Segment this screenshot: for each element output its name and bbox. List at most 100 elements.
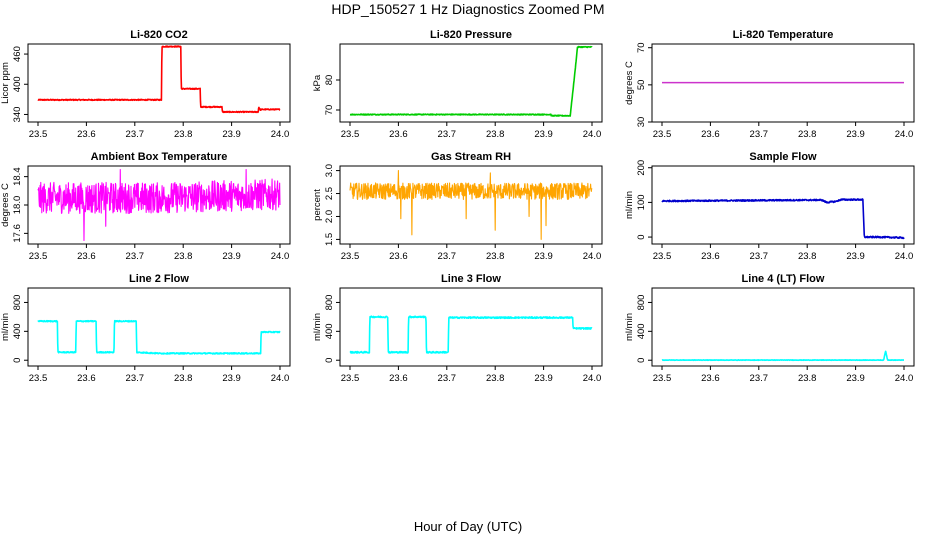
y-axis-label: ml/min [624,191,635,219]
panel-3: Ambient Box Temperature degrees C 23.5 23.6… [0,151,291,262]
x-tick-label: 24.0 [271,373,290,384]
panel-title: Li-820 CO2 [130,29,187,41]
y-axis-label: degrees C [624,61,635,105]
panel-title: Line 3 Flow [441,273,501,285]
y-tick-label: 70 [636,42,647,53]
panel-7: Line 3 Flow ml/min 23.5 23.6 23.7 23.8 23.9 24.… [312,273,603,384]
series-line [661,350,905,362]
y-axis-label: ml/min [312,313,323,341]
x-tick-label: 23.5 [29,251,48,262]
y-axis-label: percent [312,189,323,221]
x-tick-label: 23.9 [534,251,553,262]
y-tick-label: 2.5 [324,187,335,200]
y-tick-label: 400 [324,323,335,339]
panel-title: Line 4 (LT) Flow [742,273,825,285]
x-tick-label: 23.6 [77,129,96,140]
y-tick-label: 30 [636,117,647,128]
y-axis-label: ml/min [0,313,11,341]
x-tick-label: 23.7 [126,251,145,262]
x-tick-label: 24.0 [895,129,914,140]
y-tick-label: 800 [324,295,335,311]
y-tick-label: 800 [12,295,23,311]
figure-xlabel: Hour of Day (UTC) [414,519,522,534]
y-axis-label: kPa [312,74,323,91]
y-axis-label: ml/min [624,313,635,341]
x-tick-label: 23.5 [653,373,672,384]
y-tick-label: 70 [324,105,335,116]
x-tick-label: 23.7 [438,373,457,384]
y-tick-label: 340 [12,107,23,123]
y-tick-label: 80 [324,75,335,86]
x-tick-label: 23.9 [846,129,865,140]
panel-title: Gas Stream RH [431,151,511,163]
x-tick-label: 23.9 [222,373,241,384]
series-line [37,45,281,114]
y-tick-label: 2.0 [324,210,335,223]
x-tick-label: 23.5 [341,251,360,262]
panel-title: Li-820 Temperature [733,29,834,41]
y-tick-label: 400 [636,323,647,339]
x-tick-label: 23.8 [174,251,193,262]
y-tick-label: 0 [636,234,647,239]
y-tick-label: 50 [636,80,647,91]
series-line [349,315,593,354]
y-tick-label: 400 [12,323,23,339]
y-tick-label: 100 [636,194,647,210]
plot-frame [339,165,603,245]
panel-title: Ambient Box Temperature [91,151,228,163]
x-tick-label: 23.9 [222,129,241,140]
y-tick-label: 0 [12,358,23,363]
y-tick-label: 400 [12,76,23,92]
x-tick-label: 23.7 [750,129,769,140]
x-tick-label: 23.8 [174,373,193,384]
panel-title: Sample Flow [749,151,817,163]
series-line [661,198,905,240]
x-tick-label: 23.5 [29,129,48,140]
x-tick-label: 23.6 [389,129,408,140]
x-tick-label: 23.5 [341,373,360,384]
y-axis-label: degrees C [0,183,11,227]
x-tick-label: 23.7 [750,251,769,262]
x-tick-label: 24.0 [583,129,602,140]
y-tick-label: 18.0 [12,196,23,215]
series-line [349,170,593,240]
x-tick-label: 23.6 [77,373,96,384]
x-tick-label: 23.6 [701,251,720,262]
x-tick-label: 23.5 [341,129,360,140]
x-tick-label: 23.8 [486,251,505,262]
figure-title: HDP_150527 1 Hz Diagnostics Zoomed PM [331,1,604,17]
y-axis-label: Licor ppm [0,62,11,104]
y-tick-label: 17.6 [12,224,23,243]
x-tick-label: 23.8 [486,373,505,384]
panel-2: Li-820 Temperature degrees C 23.5 23.6 23.7 2… [624,29,915,140]
x-tick-label: 23.5 [653,251,672,262]
x-tick-label: 23.9 [534,129,553,140]
x-tick-label: 24.0 [895,373,914,384]
x-tick-label: 24.0 [583,251,602,262]
x-tick-label: 23.9 [222,251,241,262]
plot-frame [27,43,291,123]
series-line [37,319,281,355]
x-tick-label: 23.6 [389,251,408,262]
x-tick-label: 23.9 [846,373,865,384]
x-tick-label: 24.0 [271,251,290,262]
y-tick-label: 18.4 [12,167,23,186]
y-tick-label: 3.0 [324,164,335,177]
series-line [349,45,593,117]
plot-frame [651,165,915,245]
x-tick-label: 23.9 [846,251,865,262]
x-tick-label: 23.7 [438,251,457,262]
panel-8: Line 4 (LT) Flow ml/min 23.5 23.6 23.7 23.8 23… [624,273,915,384]
y-tick-label: 0 [636,358,647,363]
plot-frame [651,43,915,123]
x-tick-label: 23.7 [126,129,145,140]
x-tick-label: 23.5 [653,129,672,140]
x-tick-label: 23.5 [29,373,48,384]
panel-6: Line 2 Flow ml/min 23.5 23.6 23.7 23.8 23.9 24.… [0,273,291,384]
panels: Li-820 CO2 Licor ppm 23.5 23.6 23.7 23.8 23.9 2… [0,29,915,384]
x-tick-label: 24.0 [583,373,602,384]
plot-frame [651,287,915,367]
y-tick-label: 0 [324,358,335,363]
x-tick-label: 23.8 [174,129,193,140]
plot-frame [339,43,603,123]
